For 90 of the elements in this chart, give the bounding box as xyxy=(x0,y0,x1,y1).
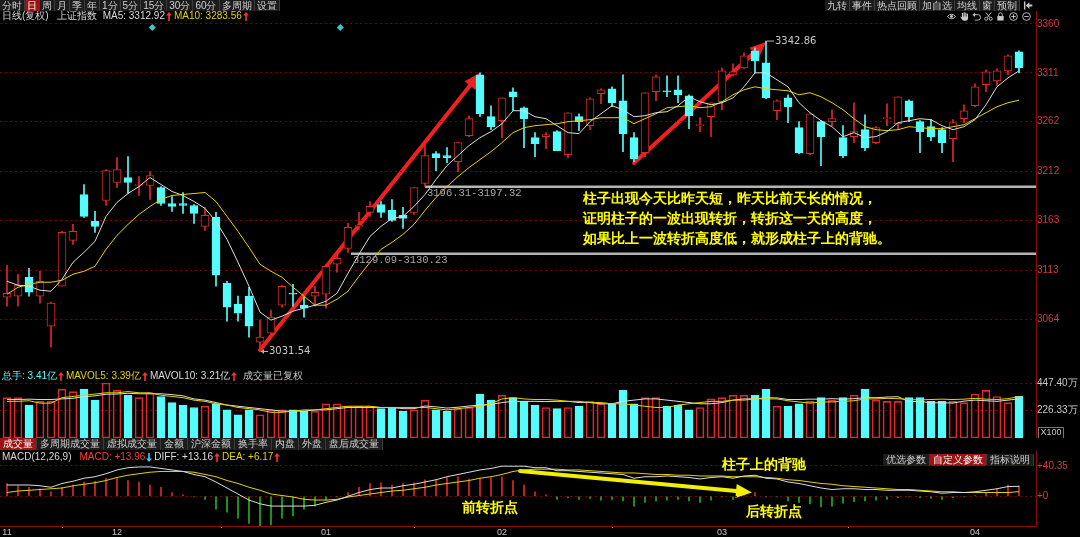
y-tick-label: +0 xyxy=(1037,490,1049,502)
candlestick xyxy=(695,117,705,132)
bar xyxy=(233,414,243,438)
toolbar-button: 5分 xyxy=(120,0,142,11)
toolbar-button: 季 xyxy=(70,0,85,11)
tab-button: 成交量 xyxy=(0,438,37,450)
annotation: 前转折点 xyxy=(461,498,518,515)
y-tick-label: 3262 xyxy=(1037,115,1060,127)
text: MA10: 3283.56 xyxy=(173,10,242,21)
candlestick xyxy=(167,196,177,212)
toolbar-button: 30分 xyxy=(167,0,194,11)
chart-subtitle: 上证指数 xyxy=(56,10,97,21)
y-tick-label: 3311 xyxy=(1037,66,1059,78)
candlestick xyxy=(123,156,133,194)
y-tick-label: 3163 xyxy=(1037,214,1060,226)
text: MACD: +13.96 xyxy=(79,451,146,462)
toolbar-button: 日 xyxy=(25,0,40,11)
series-label: DIFF: +13.16 xyxy=(154,451,213,462)
x-tick-label: 03 xyxy=(716,526,728,537)
x-tick-label: 12 xyxy=(111,526,123,537)
tab-button: 优选参数 xyxy=(883,454,930,466)
toolbar-button: 1分 xyxy=(100,0,121,11)
annotation: 成交量已复权 xyxy=(243,370,304,381)
candlestick xyxy=(541,132,551,149)
candlestick xyxy=(442,147,452,163)
tab-button: 指标说明 xyxy=(987,454,1034,466)
chart-title: 日线(复权) xyxy=(2,10,49,21)
toolbar-button: 分时 xyxy=(0,0,25,11)
y-axis-title: X100 xyxy=(1040,427,1062,438)
series-label: MAVOL10: 3.21亿 xyxy=(149,370,231,381)
y-tick-label: 3212 xyxy=(1037,165,1060,177)
toolbar-button: 15分 xyxy=(141,0,168,11)
tab-button: 外盘 xyxy=(299,438,326,450)
y-tick-label: 3064 xyxy=(1037,312,1060,324)
bar xyxy=(607,403,617,438)
annotation: 柱子上的背驰 xyxy=(721,455,807,472)
toolbar-button: 月 xyxy=(55,0,70,11)
candlestick xyxy=(288,283,298,307)
candlestick xyxy=(827,109,837,127)
tab-button: 自定义参数 xyxy=(930,454,987,466)
annotation: 证明柱子的一波出现转折，转折这一天的高度， xyxy=(582,209,877,226)
bar xyxy=(387,407,397,438)
bar xyxy=(167,402,177,438)
y-tick-label: 3360 xyxy=(1037,17,1060,29)
toolbar-button: 加自选 xyxy=(920,0,955,11)
x-tick-label: 11 xyxy=(2,526,12,537)
series-label: MAVOL5: 3.39亿 xyxy=(66,370,141,381)
annotation: 如果比上一波转折高度低，就形成柱子上的背驰。 xyxy=(582,229,891,246)
tab-button: 内盘 xyxy=(272,438,299,450)
tab-button: 换手率 xyxy=(235,438,272,450)
text: MA5: 3312.92 xyxy=(102,10,165,21)
toolbar-button: 周 xyxy=(40,0,55,11)
toolbar-button: 预制 xyxy=(995,0,1020,11)
toolbar-button: 九转 xyxy=(825,0,850,11)
y-tick-label: +40.35 xyxy=(1037,459,1069,471)
bar xyxy=(794,403,804,438)
x-tick-label: 02 xyxy=(496,526,508,537)
toolbar-button: 60分 xyxy=(193,0,220,11)
bar xyxy=(376,408,386,438)
annotation: 后转折点 xyxy=(745,502,802,519)
candlestick xyxy=(882,103,892,127)
toolbar-button: 均线 xyxy=(955,0,980,11)
tab-button: 金额 xyxy=(161,438,188,450)
candlestick xyxy=(673,75,683,104)
toolbar-button: 设置 xyxy=(254,0,280,11)
candlestick xyxy=(178,192,188,214)
x-tick-label: 01 xyxy=(320,526,332,537)
toolbar-button: 事件 xyxy=(850,0,875,11)
annotation: 3031.54 xyxy=(269,345,311,357)
series-label: DEA: +6.17 xyxy=(221,451,274,462)
y-tick-label: 3113 xyxy=(1037,264,1059,276)
toolbar-button: 年 xyxy=(85,0,100,11)
toolbar-button: 多周期 xyxy=(219,0,255,11)
tab-button: 盘后成交量 xyxy=(326,438,383,450)
annotation: 3342.86 xyxy=(775,34,817,46)
x-tick-label: 04 xyxy=(969,526,981,537)
tab-button: 沪深金额 xyxy=(188,438,235,450)
y-tick-label: 447.40万 xyxy=(1037,377,1078,389)
bar xyxy=(189,407,199,438)
chart-title: MACD(12,26,9) xyxy=(2,451,72,462)
candlestick xyxy=(431,151,441,171)
tab-button: 多周期成交量 xyxy=(37,438,104,450)
y-tick-label: 226.33万 xyxy=(1037,404,1078,416)
bar xyxy=(156,396,166,438)
toolbar-button: 热点回顾 xyxy=(875,0,920,11)
bar xyxy=(552,408,562,438)
annotation: 柱子出现今天比昨天短，昨天比前天长的情况， xyxy=(582,189,877,206)
candlestick xyxy=(662,75,672,98)
tab-button: 虚拟成交量 xyxy=(104,438,161,450)
series-label: 总手: 3.41亿 xyxy=(2,370,58,381)
